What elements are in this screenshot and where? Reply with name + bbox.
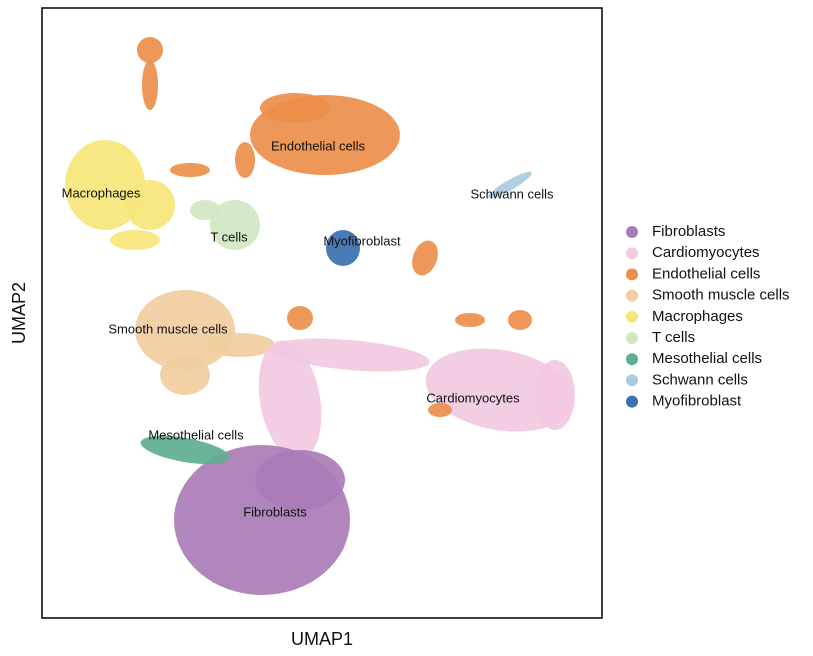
legend-label: Smooth muscle cells	[652, 287, 790, 304]
cluster-region	[258, 340, 322, 460]
cluster-region	[255, 450, 345, 510]
legend-label: Schwann cells	[652, 371, 748, 388]
legend-marker	[626, 374, 638, 387]
cluster-region	[488, 171, 532, 199]
cluster-label: Fibroblasts	[243, 504, 307, 519]
cluster-region	[535, 360, 575, 430]
cluster-region	[287, 306, 313, 330]
cluster-region	[235, 142, 255, 178]
plot-frame	[41, 7, 603, 619]
cluster-region	[170, 163, 210, 177]
cluster-region	[210, 200, 260, 250]
cluster-region	[260, 93, 330, 123]
cluster-region	[270, 338, 430, 372]
cluster-region	[326, 230, 360, 266]
cluster-region	[425, 348, 575, 432]
cluster-label: Mesothelial cells	[148, 427, 244, 442]
cluster-label: Myofibroblast	[323, 233, 401, 248]
cluster-region	[65, 140, 145, 230]
cluster-region	[140, 435, 230, 465]
legend-marker	[626, 332, 638, 344]
x-axis-label: UMAP1	[291, 629, 353, 649]
legend-label: Cardiomyocytes	[652, 244, 760, 261]
cluster-region	[428, 403, 452, 417]
legend-marker	[626, 289, 638, 302]
legend-label: Macrophages	[652, 308, 743, 325]
cluster-region	[137, 37, 163, 63]
cluster-label: Schwann cells	[470, 186, 554, 201]
cluster-label: Smooth muscle cells	[108, 321, 228, 336]
cluster-region	[508, 310, 532, 330]
cluster-region	[110, 230, 160, 250]
cluster-region	[190, 200, 220, 220]
legend-marker	[626, 247, 638, 260]
legend-marker	[626, 268, 638, 281]
legend-marker	[626, 226, 638, 238]
legend-marker	[626, 310, 638, 323]
clusters	[65, 37, 575, 595]
legend-label: T cells	[652, 329, 695, 346]
legend-marker	[626, 353, 638, 366]
cluster-region	[160, 355, 210, 395]
cluster-region	[412, 240, 438, 276]
cluster-region	[205, 333, 275, 357]
cluster-region	[125, 180, 175, 230]
legend-label: Endothelial cells	[652, 265, 760, 282]
cluster-region	[142, 60, 158, 110]
legend-marker	[626, 395, 638, 408]
cluster-label: Cardiomyocytes	[426, 390, 520, 405]
cluster-label: Macrophages	[62, 185, 141, 200]
cluster-label: T cells	[210, 229, 248, 244]
cluster-region	[455, 313, 485, 327]
legend-label: Mesothelial cells	[652, 350, 762, 367]
cluster-label: Endothelial cells	[271, 138, 365, 153]
y-axis-label: UMAP2	[9, 282, 29, 344]
legend-label: Fibroblasts	[652, 223, 725, 240]
legend-label: Myofibroblast	[652, 393, 742, 410]
